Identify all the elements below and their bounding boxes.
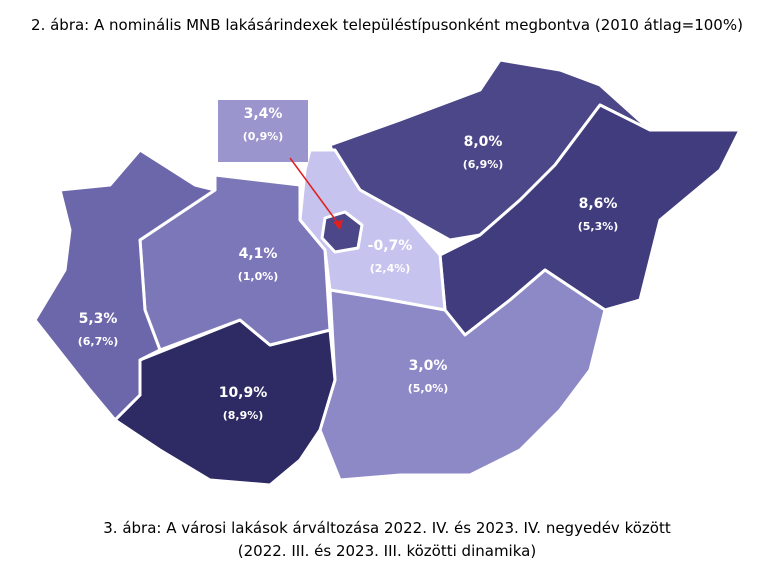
region-sub: (2,4%) — [370, 262, 411, 275]
region-value: 8,0% — [464, 134, 503, 150]
region-sub: (0,9%) — [243, 130, 284, 143]
caption: 3. ábra: A városi lakások árváltozása 20… — [103, 519, 671, 537]
region-sub: (1,0%) — [238, 270, 279, 283]
region-value: 10,9% — [219, 385, 268, 401]
region-southern-great-plain — [318, 268, 607, 482]
region-sub: (6,7%) — [78, 335, 119, 348]
region-sub: (5,0%) — [408, 382, 449, 395]
region-sub: (5,3%) — [578, 220, 619, 233]
region-budapest — [320, 210, 364, 254]
region-western-transdanubia — [33, 148, 217, 422]
region-value: 3,4% — [244, 106, 283, 122]
region-value: 5,3% — [79, 311, 118, 327]
region-sub: (6,9%) — [463, 158, 504, 171]
arrow — [289, 157, 341, 227]
arrow-head — [333, 220, 343, 230]
labels: 3,4% (0,9%) 8,0% (6,9%) 8,6% (5,3%) -0,7% (2,4%… — [78, 106, 619, 422]
map — [33, 58, 742, 487]
region-value: -0,7% — [368, 238, 413, 254]
region-value: 3,0% — [409, 358, 448, 374]
region-value: 4,1% — [239, 246, 278, 262]
region-sub: (8,9%) — [223, 409, 264, 422]
region-value: 8,6% — [579, 196, 618, 212]
caption: (2022. III. és 2023. III. közötti dinami… — [238, 542, 536, 560]
title: 2. ábra: A nominális MNB lakásárindexek … — [31, 16, 743, 34]
budapest-box — [218, 100, 308, 162]
